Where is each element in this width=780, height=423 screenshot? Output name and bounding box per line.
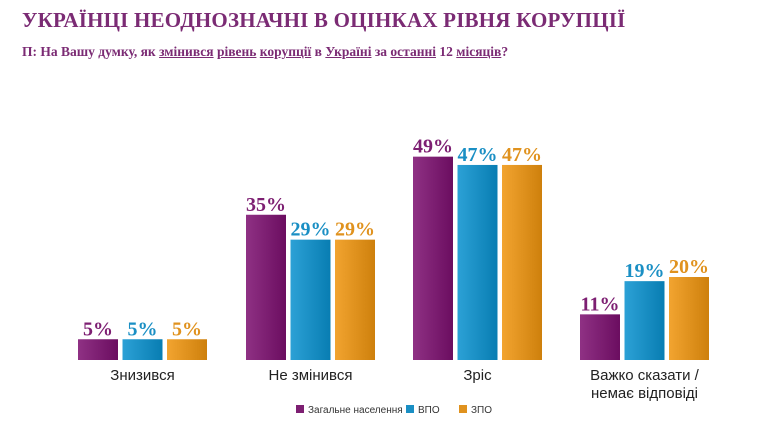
question-part: Україні — [325, 44, 372, 59]
legend-swatch — [296, 405, 304, 413]
legend-label: ВПО — [418, 405, 440, 416]
legend: Загальне населення ВПО ЗПО — [296, 405, 492, 416]
bar — [335, 239, 375, 360]
bar — [122, 339, 163, 360]
bar — [669, 277, 709, 360]
question-part: місяців — [456, 44, 502, 59]
question-part: корупції — [259, 44, 312, 59]
data-label: 35% — [246, 194, 286, 216]
legend-label: Загальне населення — [308, 405, 403, 416]
data-label: 20% — [669, 256, 709, 278]
bar — [502, 164, 542, 360]
bar — [246, 214, 286, 360]
data-label: 5% — [83, 318, 113, 340]
data-label: 29% — [291, 219, 331, 241]
category-label: Не змінився — [269, 367, 353, 384]
question-part: П: На Вашу думку, як — [22, 44, 160, 59]
question-part: змінився — [159, 44, 214, 59]
question-part: за — [371, 44, 391, 59]
bar — [624, 281, 665, 360]
category-label: Зріс — [463, 367, 492, 384]
data-label: 47% — [502, 144, 542, 166]
bar — [413, 156, 453, 360]
legend-swatch — [406, 405, 414, 413]
question-part: 12 — [436, 44, 457, 59]
data-label: 5% — [128, 318, 158, 340]
chart-title: УКРАЇНЦІ НЕОДНОЗНАЧНІ В ОЦІНКАХ РІВНЯ КО… — [22, 8, 626, 32]
legend-swatch — [459, 405, 467, 413]
category-label: Важко сказати / — [590, 367, 699, 384]
bar — [457, 164, 498, 360]
question-part: ? — [501, 44, 509, 59]
question-part: останні — [390, 44, 437, 59]
data-label: 29% — [335, 219, 375, 241]
data-label: 19% — [625, 260, 665, 282]
legend-label: ЗПО — [471, 405, 492, 416]
data-label: 49% — [413, 136, 453, 158]
bar — [78, 339, 118, 360]
category-label: немає відповіді — [591, 385, 698, 402]
data-label: 5% — [172, 318, 202, 340]
bar — [290, 239, 331, 360]
bar — [580, 314, 620, 360]
data-label: 47% — [458, 144, 498, 166]
question-part: в — [311, 44, 326, 59]
question-part: рівень — [216, 44, 257, 59]
data-label: 11% — [581, 293, 620, 315]
category-label: Знизився — [110, 367, 174, 384]
bar — [167, 339, 207, 360]
survey-question: П: На Вашу думку, як змінився рівень кор… — [22, 44, 508, 60]
